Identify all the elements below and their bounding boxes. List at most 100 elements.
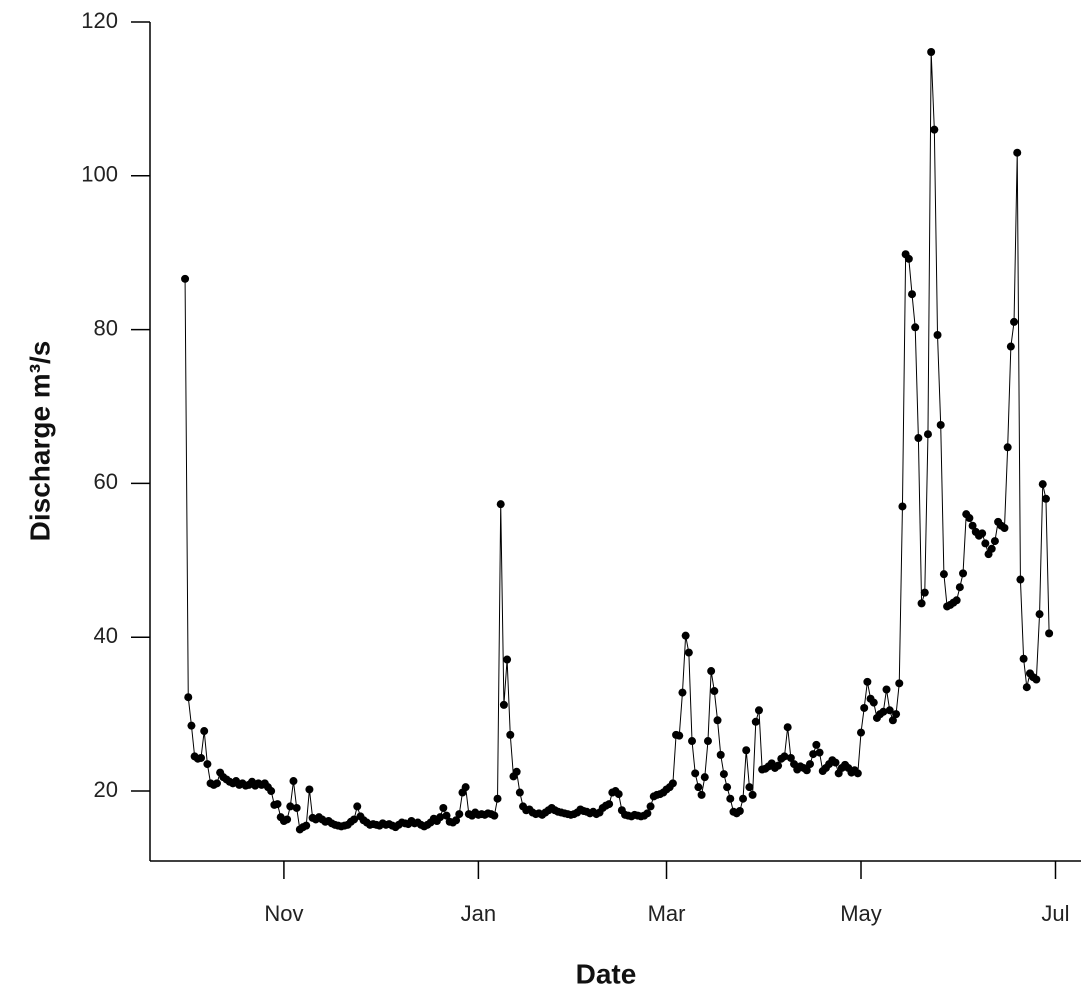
data-point bbox=[1035, 610, 1044, 619]
data-point bbox=[681, 631, 690, 640]
data-point bbox=[888, 716, 897, 725]
data-point bbox=[490, 811, 499, 820]
data-point bbox=[1045, 629, 1054, 638]
data-point bbox=[908, 290, 917, 299]
data-point bbox=[739, 794, 748, 803]
x-tick-label: Jul bbox=[1041, 901, 1069, 926]
data-point bbox=[442, 811, 451, 820]
data-point bbox=[292, 803, 301, 812]
data-point bbox=[436, 813, 445, 822]
data-point bbox=[990, 537, 999, 546]
data-point bbox=[882, 685, 891, 694]
data-point bbox=[981, 539, 990, 548]
data-point bbox=[1000, 524, 1009, 533]
x-tick-label: Mar bbox=[648, 901, 686, 926]
data-point bbox=[678, 688, 687, 697]
data-point bbox=[646, 802, 655, 811]
data-point bbox=[904, 254, 913, 263]
data-point bbox=[742, 746, 751, 755]
y-tick-label: 60 bbox=[94, 469, 118, 494]
data-point bbox=[710, 687, 719, 696]
data-point bbox=[978, 529, 987, 538]
data-point bbox=[869, 698, 878, 707]
y-axis-title: Discharge m³/s bbox=[24, 341, 55, 542]
data-point bbox=[1019, 654, 1028, 663]
data-point bbox=[914, 434, 923, 443]
data-point bbox=[512, 767, 521, 776]
data-point bbox=[286, 802, 295, 811]
data-point bbox=[688, 737, 697, 746]
data-point bbox=[668, 779, 677, 788]
data-point bbox=[726, 794, 735, 803]
data-point bbox=[1041, 494, 1050, 503]
data-point bbox=[952, 596, 961, 605]
data-point bbox=[917, 599, 926, 608]
y-tick-label: 40 bbox=[94, 623, 118, 648]
y-tick-label: 20 bbox=[94, 777, 118, 802]
data-point bbox=[439, 803, 448, 812]
data-point bbox=[959, 569, 968, 578]
data-point bbox=[809, 750, 818, 759]
data-point bbox=[783, 723, 792, 732]
data-point bbox=[203, 760, 212, 769]
data-point bbox=[200, 727, 209, 736]
data-point bbox=[930, 125, 939, 134]
data-point bbox=[831, 758, 840, 767]
x-tick-label: Nov bbox=[264, 901, 303, 926]
data-point bbox=[933, 330, 942, 339]
data-point bbox=[187, 721, 196, 730]
data-point bbox=[751, 717, 760, 726]
data-point bbox=[353, 802, 362, 811]
data-point bbox=[289, 777, 298, 786]
data-point bbox=[184, 693, 193, 702]
data-point bbox=[898, 502, 907, 511]
data-point bbox=[955, 583, 964, 592]
x-axis-title: Date bbox=[576, 958, 637, 989]
data-point bbox=[700, 773, 709, 782]
data-point bbox=[920, 588, 929, 597]
data-point bbox=[350, 815, 359, 824]
data-point bbox=[305, 785, 314, 794]
data-point bbox=[461, 783, 470, 792]
data-point bbox=[1006, 342, 1015, 351]
data-point bbox=[496, 500, 505, 509]
data-point bbox=[506, 730, 515, 739]
data-point bbox=[892, 710, 901, 719]
data-point bbox=[927, 47, 936, 56]
data-point bbox=[748, 790, 757, 799]
data-point bbox=[493, 794, 502, 803]
y-tick-label: 80 bbox=[94, 315, 118, 340]
data-point bbox=[802, 766, 811, 775]
data-point bbox=[452, 816, 461, 825]
data-point bbox=[754, 706, 763, 715]
data-point bbox=[716, 750, 725, 759]
data-point bbox=[780, 752, 789, 761]
data-point bbox=[694, 783, 703, 792]
data-point bbox=[786, 753, 795, 762]
data-point bbox=[1022, 683, 1031, 692]
y-tick-label: 120 bbox=[81, 8, 118, 33]
data-point bbox=[181, 274, 190, 283]
data-point bbox=[713, 716, 722, 725]
data-point bbox=[455, 810, 464, 819]
data-point bbox=[774, 761, 783, 770]
data-point bbox=[879, 707, 888, 716]
data-point bbox=[1038, 480, 1047, 489]
data-point bbox=[703, 737, 712, 746]
data-point bbox=[895, 679, 904, 688]
data-point bbox=[684, 648, 693, 657]
data-point bbox=[675, 731, 684, 740]
data-point bbox=[965, 514, 974, 523]
data-point bbox=[987, 544, 996, 553]
data-point bbox=[212, 779, 221, 788]
data-point bbox=[499, 700, 508, 709]
data-point bbox=[863, 677, 872, 686]
data-point bbox=[735, 807, 744, 816]
data-point bbox=[745, 783, 754, 792]
data-point bbox=[643, 809, 652, 818]
data-point bbox=[911, 323, 920, 332]
data-point bbox=[936, 420, 945, 429]
data-point bbox=[968, 521, 977, 530]
data-point bbox=[605, 800, 614, 809]
